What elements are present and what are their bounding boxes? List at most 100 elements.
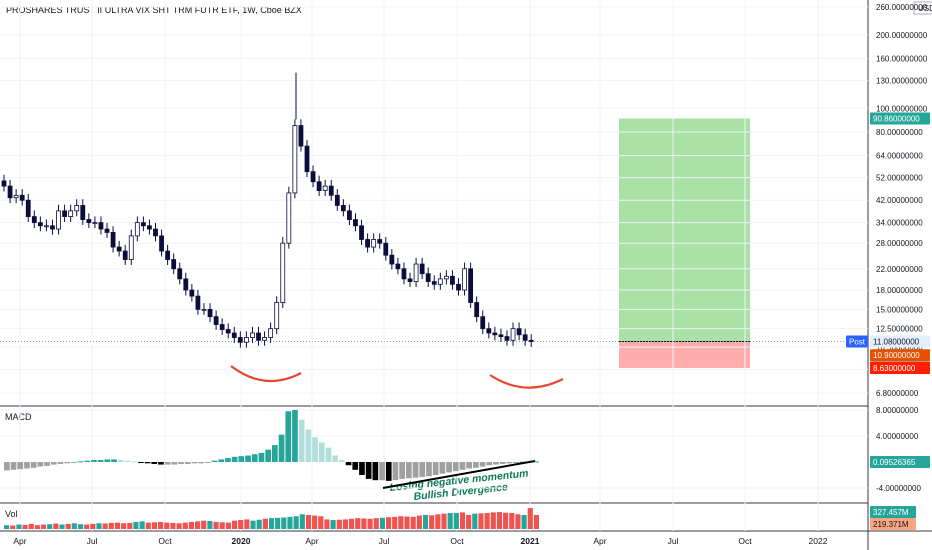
candle-body[interactable] — [243, 337, 249, 343]
candle-body[interactable] — [74, 205, 80, 212]
macd-histogram-bar[interactable] — [439, 462, 446, 474]
macd-histogram-bar[interactable] — [138, 462, 144, 463]
candle-body[interactable] — [516, 328, 522, 336]
candle-body[interactable] — [328, 185, 334, 196]
candle-body[interactable] — [31, 216, 37, 224]
candle-body[interactable] — [395, 263, 401, 270]
volume-bar[interactable] — [231, 520, 238, 529]
macd-histogram-bar[interactable] — [298, 419, 305, 462]
candle-body[interactable] — [456, 283, 461, 291]
macd-histogram-bar[interactable] — [211, 460, 218, 462]
candle-body[interactable] — [474, 302, 480, 318]
candle-body[interactable] — [522, 334, 528, 341]
candle-body[interactable] — [237, 337, 243, 343]
candle-body[interactable] — [486, 328, 492, 334]
macd-histogram-bar[interactable] — [479, 462, 486, 467]
macd-histogram-bar[interactable] — [339, 460, 345, 462]
volume-bar[interactable] — [515, 514, 521, 529]
macd-histogram-bar[interactable] — [292, 410, 298, 462]
macd-histogram-bar[interactable] — [419, 462, 426, 477]
candle-body[interactable] — [353, 219, 358, 227]
macd-histogram-bar[interactable] — [285, 411, 292, 462]
volume-bar[interactable] — [114, 522, 121, 529]
volume-bar[interactable] — [459, 512, 466, 529]
volume-bar[interactable] — [16, 524, 22, 529]
candle-body[interactable] — [183, 278, 189, 291]
volume-bar[interactable] — [355, 518, 361, 529]
macd-histogram-bar[interactable] — [238, 456, 245, 462]
candle-body[interactable] — [213, 316, 219, 325]
candle-body[interactable] — [365, 239, 371, 248]
volume-bar[interactable] — [478, 513, 484, 529]
macd-histogram-bar[interactable] — [84, 460, 91, 462]
stop-loss-zone[interactable] — [619, 341, 750, 368]
volume-bar[interactable] — [435, 514, 441, 529]
volume-bar[interactable] — [521, 514, 527, 529]
candle-body[interactable] — [371, 239, 377, 248]
volume-bar[interactable] — [318, 516, 324, 529]
volume-bar[interactable] — [404, 516, 410, 529]
candle-body[interactable] — [389, 254, 395, 265]
candle-body[interactable] — [322, 185, 328, 191]
volume-bar[interactable] — [22, 524, 28, 529]
candle-body[interactable] — [480, 316, 486, 330]
candle-body[interactable] — [1, 180, 7, 187]
candle-body[interactable] — [62, 210, 67, 217]
macd-histogram-bar[interactable] — [218, 459, 225, 462]
candle-body[interactable] — [419, 263, 425, 275]
candle-body[interactable] — [159, 235, 164, 252]
macd-histogram-bar[interactable] — [406, 462, 412, 479]
candle-body[interactable] — [304, 145, 310, 173]
volume-bar[interactable] — [392, 516, 398, 529]
macd-histogram-bar[interactable] — [426, 462, 432, 477]
macd-histogram-bar[interactable] — [499, 462, 506, 464]
candle-body[interactable] — [443, 275, 449, 280]
candle-body[interactable] — [189, 289, 195, 297]
currency-badge[interactable] — [913, 1, 932, 15]
macd-histogram-bar[interactable] — [345, 462, 352, 466]
volume-bar[interactable] — [367, 518, 373, 529]
macd-histogram-bar[interactable] — [151, 462, 158, 464]
candle-body[interactable] — [25, 199, 31, 217]
volume-bar[interactable] — [373, 518, 379, 529]
macd-label[interactable]: MACD — [5, 412, 32, 422]
candle-body[interactable] — [256, 332, 261, 341]
candle-body[interactable] — [468, 268, 474, 303]
volume-bar[interactable] — [349, 518, 355, 529]
volume-bar[interactable] — [133, 521, 139, 529]
macd-histogram-bar[interactable] — [486, 462, 493, 466]
candle-body[interactable] — [340, 205, 346, 212]
candle-body[interactable] — [19, 194, 25, 201]
macd-histogram-bar[interactable] — [24, 462, 30, 469]
volume-bar[interactable] — [342, 519, 349, 529]
macd-histogram-bar[interactable] — [191, 462, 198, 464]
macd-histogram-bar[interactable] — [258, 452, 265, 462]
volume-bar[interactable] — [225, 522, 231, 529]
macd-histogram-bar[interactable] — [452, 462, 459, 472]
macd-histogram-bar[interactable] — [158, 462, 164, 465]
candle-body[interactable] — [401, 268, 407, 280]
candle-body[interactable] — [407, 278, 413, 282]
volume-bar[interactable] — [281, 517, 287, 530]
macd-histogram-bar[interactable] — [305, 429, 312, 463]
volume-bar[interactable] — [503, 512, 509, 529]
candle-body[interactable] — [110, 232, 116, 248]
volume-bar[interactable] — [250, 520, 256, 529]
macd-histogram-bar[interactable] — [205, 462, 211, 463]
macd-histogram-bar[interactable] — [265, 449, 271, 462]
macd-histogram-bar[interactable] — [124, 460, 131, 462]
volume-bar[interactable] — [84, 524, 90, 529]
volume-bar[interactable] — [238, 520, 244, 529]
volume-bar[interactable] — [164, 522, 170, 529]
macd-histogram-bar[interactable] — [251, 454, 258, 462]
volume-bar[interactable] — [244, 519, 250, 529]
volume-bar[interactable] — [410, 516, 416, 529]
candle-body[interactable] — [56, 210, 61, 230]
macd-histogram-bar[interactable] — [412, 462, 419, 478]
candle-body[interactable] — [171, 259, 177, 270]
volume-bar[interactable] — [102, 523, 108, 529]
macd-histogram-bar[interactable] — [91, 460, 97, 462]
volume-bar[interactable] — [398, 516, 404, 529]
macd-histogram-bar[interactable] — [30, 462, 37, 468]
macd-histogram-bar[interactable] — [459, 462, 466, 470]
